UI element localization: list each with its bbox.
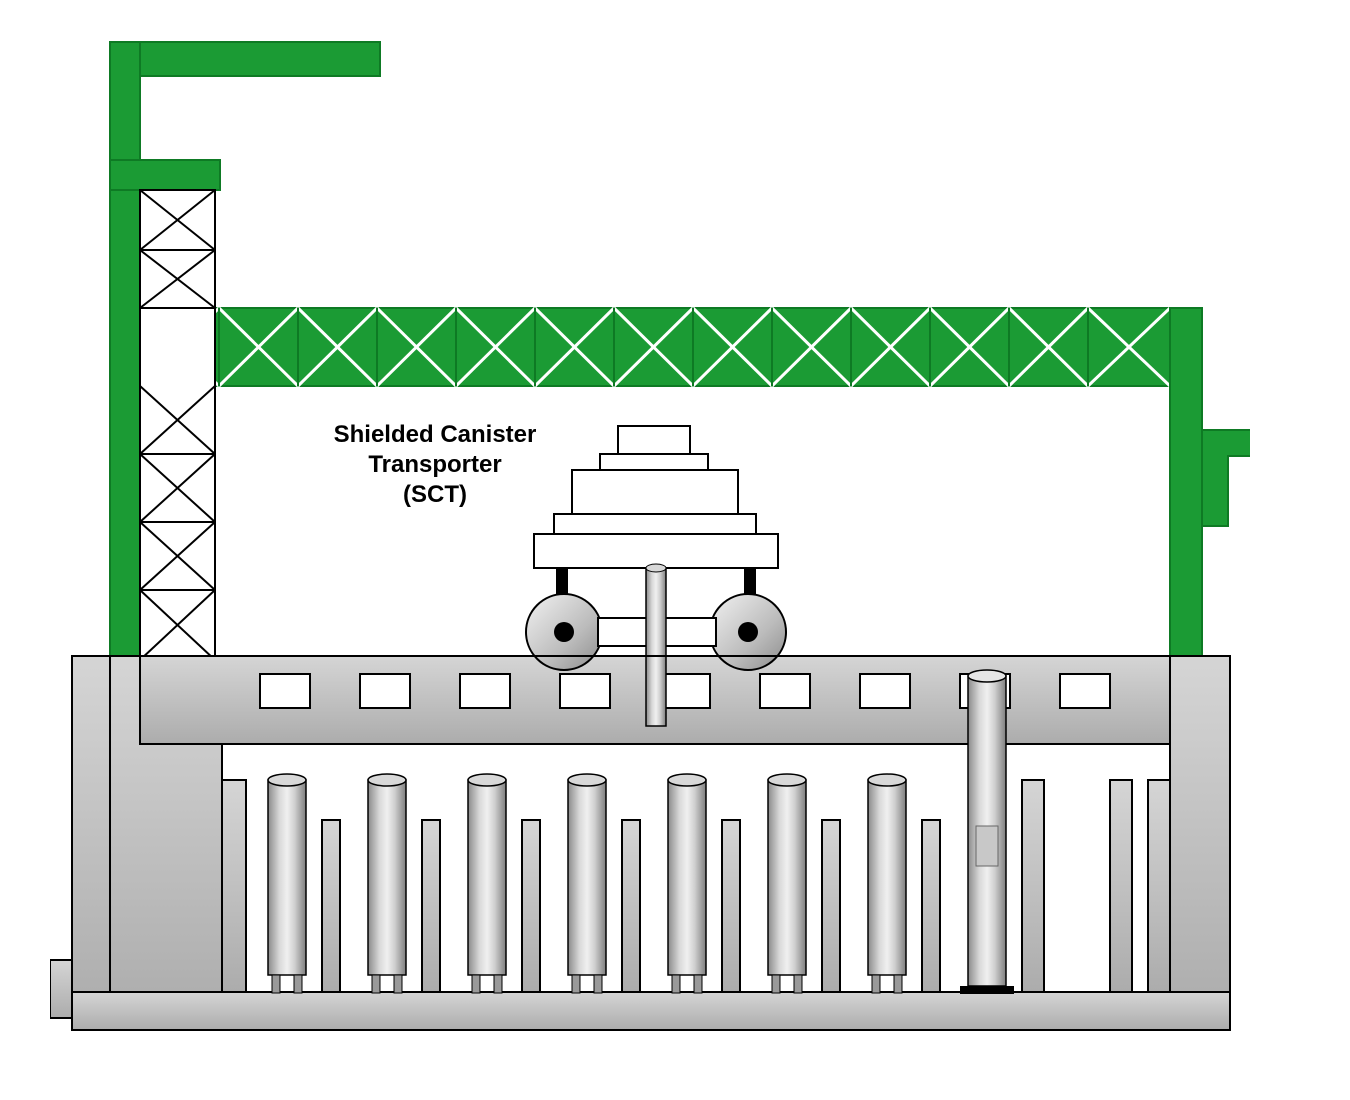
canister [468,774,506,993]
canister-moving [960,670,1014,994]
storage-facility-diagram: Shielded Canister Transporter (SCT) [50,40,1250,1050]
canister [568,774,606,993]
canister [768,774,806,993]
sct-label-line1: Shielded Canister [334,421,537,448]
sct-label-line2: Transporter [368,451,501,478]
canister [668,774,706,993]
lattice-tower [140,190,215,660]
diagram-svg [50,40,1250,1050]
concrete-structure [50,656,1230,1030]
canister [368,774,406,993]
sct-label: Shielded Canister Transporter (SCT) [305,420,565,510]
canister [868,774,906,993]
sct-label-line3: (SCT) [403,481,467,508]
canister [268,774,306,993]
